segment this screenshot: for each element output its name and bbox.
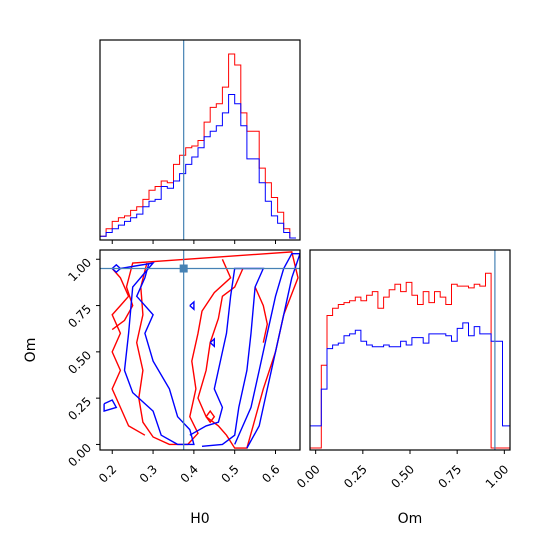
contour-blue-10 — [189, 300, 195, 311]
contour-red-4 — [205, 409, 216, 424]
contour-xtick-label-1: 0.3 — [137, 462, 160, 485]
contour-blue-8 — [103, 399, 118, 413]
contour-xtick-label-4: 0.6 — [259, 462, 282, 485]
contour-ytick-label-3: 0.75 — [65, 302, 94, 331]
hist-H0-series-blue — [99, 94, 296, 239]
hist-Om-xticks: 0.00 0.25 0.50 0.75 1.00 — [294, 450, 511, 491]
contour-lines-group — [100, 250, 300, 450]
hist-H0-frame — [99, 39, 301, 241]
hist-Om-frame — [309, 249, 511, 451]
hist-Om-series-blue — [309, 322, 511, 448]
hist-Om-xtick-label-1: 0.25 — [341, 462, 370, 491]
x-axis-label-Om: Om — [398, 511, 423, 527]
contour-blue-7 — [234, 253, 300, 449]
contour-lines — [100, 250, 300, 450]
contour-blue-5 — [120, 261, 195, 446]
contour-blue-6 — [189, 267, 265, 447]
contour-red-2 — [111, 268, 146, 436]
hist-H0-series-red — [99, 53, 296, 239]
hist-H0-xticks — [111, 240, 277, 244]
contour-red-3 — [254, 286, 269, 343]
x-axis-label-H0: H0 — [190, 511, 209, 527]
contour-ytick-label-2: 0.50 — [65, 348, 94, 377]
contour-axis-ticks: 0.2 0.3 0.4 0.5 0.6 0.00 0.25 0.50 0.75 1.00 — [65, 255, 282, 485]
contour-xtick-label-3: 0.5 — [218, 462, 241, 485]
contour-ytick-label-1: 0.25 — [65, 394, 94, 423]
panel-hist-Om: 0.00 0.25 0.50 0.75 1.00 Om — [294, 249, 511, 527]
hist-Om-xtick-label-3: 0.75 — [435, 462, 464, 491]
hist-Om-series-red — [310, 272, 510, 449]
contour-ytick-label-4: 1.00 — [65, 255, 94, 284]
hist-H0-bars — [99, 40, 296, 240]
panel-hist-H0 — [99, 39, 301, 244]
y-axis-label-Om: Om — [23, 338, 39, 363]
hist-Om-xtick-label-2: 0.50 — [388, 462, 417, 491]
hist-Om-xtick-label-0: 0.00 — [294, 462, 323, 491]
truth-marker — [179, 264, 188, 273]
contour-xtick-label-0: 0.2 — [96, 462, 119, 485]
panel-contour-H0-Om: 0.2 0.3 0.4 0.5 0.6 0.00 0.25 0.50 0.75 1.00 H0 O… — [23, 249, 301, 527]
contour-ytick-label-0: 0.00 — [65, 441, 94, 470]
contour-blue-11 — [209, 337, 215, 348]
contour-red-1 — [111, 251, 299, 449]
hist-Om-xtick-label-4: 1.00 — [483, 462, 512, 491]
hist-Om-bars — [309, 250, 511, 450]
contour-frame — [99, 249, 301, 451]
contour-xtick-label-2: 0.4 — [178, 462, 201, 485]
